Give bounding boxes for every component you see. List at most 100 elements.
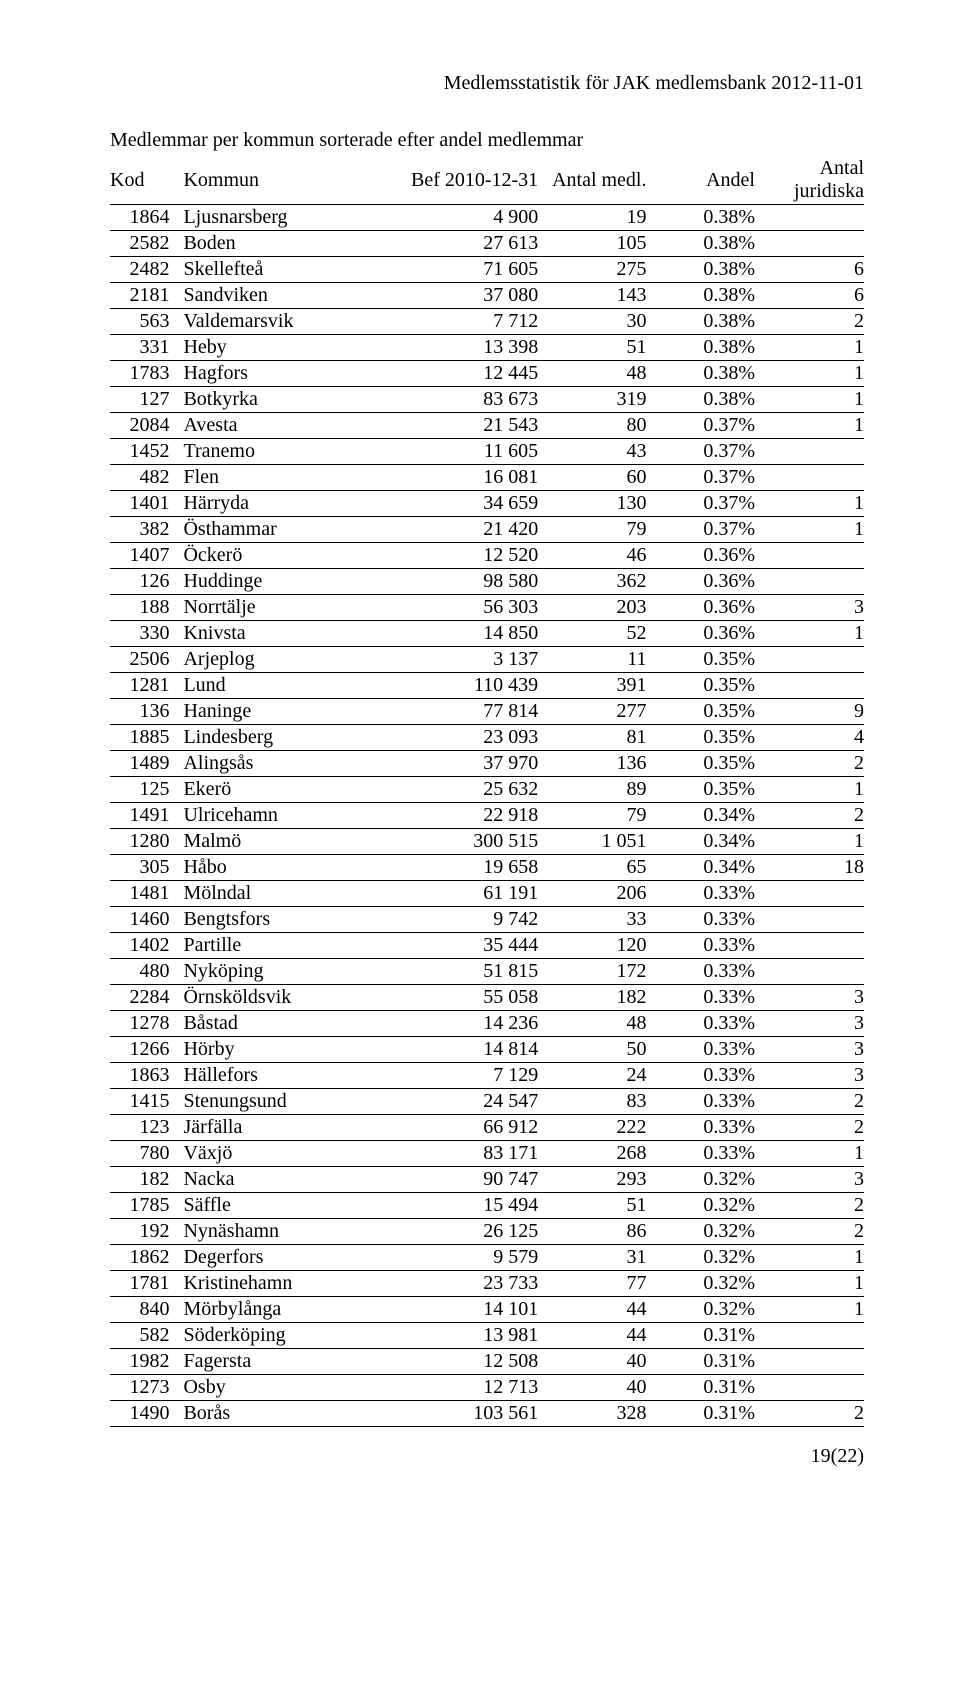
table-row: 582Söderköping13 981440.31% bbox=[110, 1323, 864, 1349]
cell-kommun: Örnsköldsvik bbox=[183, 985, 400, 1011]
cell-kod: 1280 bbox=[110, 829, 183, 855]
table-row: 1280Malmö300 5151 0510.34%1 bbox=[110, 829, 864, 855]
cell-kod: 382 bbox=[110, 517, 183, 543]
cell-bef: 14 236 bbox=[401, 1011, 539, 1037]
cell-jur: 2 bbox=[755, 1193, 864, 1219]
cell-bef: 13 398 bbox=[401, 335, 539, 361]
cell-andel: 0.35% bbox=[647, 751, 755, 777]
cell-jur bbox=[755, 569, 864, 595]
cell-antal: 46 bbox=[538, 543, 646, 569]
cell-bef: 21 543 bbox=[401, 413, 539, 439]
cell-antal: 83 bbox=[538, 1089, 646, 1115]
cell-kommun: Nacka bbox=[183, 1167, 400, 1193]
cell-jur: 18 bbox=[755, 855, 864, 881]
cell-jur: 2 bbox=[755, 1089, 864, 1115]
cell-bef: 66 912 bbox=[401, 1115, 539, 1141]
cell-jur: 1 bbox=[755, 1141, 864, 1167]
cell-jur: 1 bbox=[755, 387, 864, 413]
cell-jur bbox=[755, 231, 864, 257]
table-row: 2084Avesta21 543800.37%1 bbox=[110, 413, 864, 439]
cell-kod: 182 bbox=[110, 1167, 183, 1193]
cell-kommun: Mörbylånga bbox=[183, 1297, 400, 1323]
cell-bef: 90 747 bbox=[401, 1167, 539, 1193]
cell-jur bbox=[755, 933, 864, 959]
cell-andel: 0.34% bbox=[647, 829, 755, 855]
cell-andel: 0.38% bbox=[647, 205, 755, 231]
cell-andel: 0.38% bbox=[647, 257, 755, 283]
stats-table: Kod Kommun Bef 2010-12-31 Antal medl. An… bbox=[110, 156, 864, 1427]
table-row: 1460Bengtsfors9 742330.33% bbox=[110, 907, 864, 933]
cell-kommun: Söderköping bbox=[183, 1323, 400, 1349]
cell-jur: 1 bbox=[755, 621, 864, 647]
cell-andel: 0.33% bbox=[647, 907, 755, 933]
table-row: 1785Säffle15 494510.32%2 bbox=[110, 1193, 864, 1219]
cell-kommun: Boden bbox=[183, 231, 400, 257]
table-row: 1402Partille35 4441200.33% bbox=[110, 933, 864, 959]
cell-bef: 7 712 bbox=[401, 309, 539, 335]
cell-bef: 37 080 bbox=[401, 283, 539, 309]
cell-andel: 0.31% bbox=[647, 1323, 755, 1349]
cell-jur: 2 bbox=[755, 1401, 864, 1427]
cell-kod: 125 bbox=[110, 777, 183, 803]
cell-antal: 80 bbox=[538, 413, 646, 439]
cell-bef: 110 439 bbox=[401, 673, 539, 699]
cell-antal: 79 bbox=[538, 803, 646, 829]
cell-andel: 0.36% bbox=[647, 595, 755, 621]
cell-andel: 0.32% bbox=[647, 1245, 755, 1271]
cell-bef: 4 900 bbox=[401, 205, 539, 231]
table-row: 2506Arjeplog3 137110.35% bbox=[110, 647, 864, 673]
cell-kod: 1402 bbox=[110, 933, 183, 959]
cell-kommun: Norrtälje bbox=[183, 595, 400, 621]
cell-jur: 2 bbox=[755, 309, 864, 335]
cell-antal: 31 bbox=[538, 1245, 646, 1271]
table-row: 123Järfälla66 9122220.33%2 bbox=[110, 1115, 864, 1141]
table-row: 127Botkyrka83 6733190.38%1 bbox=[110, 387, 864, 413]
cell-antal: 143 bbox=[538, 283, 646, 309]
cell-jur: 1 bbox=[755, 777, 864, 803]
cell-bef: 300 515 bbox=[401, 829, 539, 855]
table-row: 1862Degerfors9 579310.32%1 bbox=[110, 1245, 864, 1271]
table-row: 1401Härryda34 6591300.37%1 bbox=[110, 491, 864, 517]
cell-jur: 2 bbox=[755, 1219, 864, 1245]
cell-andel: 0.38% bbox=[647, 309, 755, 335]
cell-bef: 14 814 bbox=[401, 1037, 539, 1063]
cell-jur bbox=[755, 907, 864, 933]
cell-kod: 188 bbox=[110, 595, 183, 621]
cell-jur: 3 bbox=[755, 985, 864, 1011]
cell-bef: 27 613 bbox=[401, 231, 539, 257]
cell-antal: 19 bbox=[538, 205, 646, 231]
cell-bef: 56 303 bbox=[401, 595, 539, 621]
cell-kod: 840 bbox=[110, 1297, 183, 1323]
cell-kommun: Alingsås bbox=[183, 751, 400, 777]
table-row: 330Knivsta14 850520.36%1 bbox=[110, 621, 864, 647]
cell-bef: 12 445 bbox=[401, 361, 539, 387]
cell-kommun: Hagfors bbox=[183, 361, 400, 387]
cell-kod: 1489 bbox=[110, 751, 183, 777]
cell-jur: 3 bbox=[755, 1167, 864, 1193]
cell-bef: 11 605 bbox=[401, 439, 539, 465]
cell-bef: 12 520 bbox=[401, 543, 539, 569]
cell-kod: 780 bbox=[110, 1141, 183, 1167]
cell-antal: 1 051 bbox=[538, 829, 646, 855]
table-row: 182Nacka90 7472930.32%3 bbox=[110, 1167, 864, 1193]
cell-bef: 83 673 bbox=[401, 387, 539, 413]
cell-andel: 0.32% bbox=[647, 1167, 755, 1193]
cell-andel: 0.33% bbox=[647, 985, 755, 1011]
cell-antal: 206 bbox=[538, 881, 646, 907]
cell-antal: 120 bbox=[538, 933, 646, 959]
cell-kod: 1490 bbox=[110, 1401, 183, 1427]
cell-kod: 331 bbox=[110, 335, 183, 361]
cell-andel: 0.37% bbox=[647, 465, 755, 491]
cell-jur: 1 bbox=[755, 491, 864, 517]
cell-bef: 55 058 bbox=[401, 985, 539, 1011]
cell-andel: 0.35% bbox=[647, 647, 755, 673]
table-row: 1490Borås103 5613280.31%2 bbox=[110, 1401, 864, 1427]
cell-antal: 268 bbox=[538, 1141, 646, 1167]
cell-andel: 0.33% bbox=[647, 1063, 755, 1089]
cell-bef: 21 420 bbox=[401, 517, 539, 543]
cell-kommun: Stenungsund bbox=[183, 1089, 400, 1115]
cell-kommun: Kristinehamn bbox=[183, 1271, 400, 1297]
cell-kommun: Heby bbox=[183, 335, 400, 361]
cell-andel: 0.31% bbox=[647, 1375, 755, 1401]
cell-andel: 0.34% bbox=[647, 803, 755, 829]
